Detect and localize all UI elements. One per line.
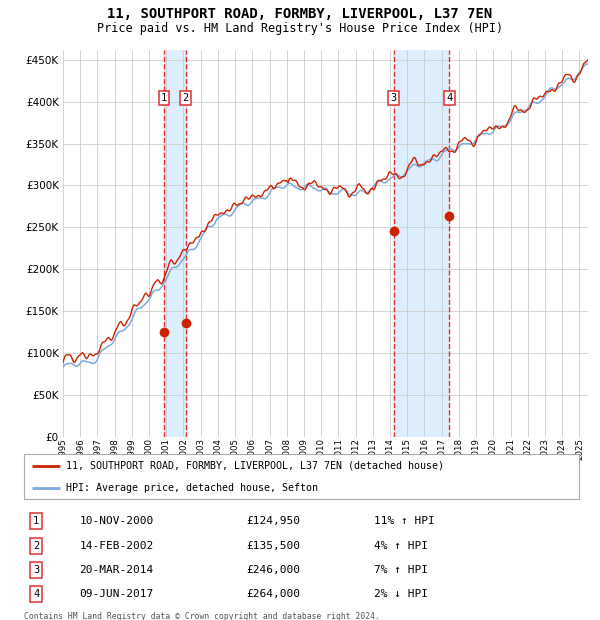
Text: 1: 1: [33, 516, 40, 526]
Text: 20-MAR-2014: 20-MAR-2014: [79, 565, 154, 575]
Bar: [164, 50, 185, 437]
Text: 2: 2: [33, 541, 40, 551]
Text: £135,500: £135,500: [246, 541, 300, 551]
Text: Contains HM Land Registry data © Crown copyright and database right 2024.
This d: Contains HM Land Registry data © Crown c…: [24, 612, 380, 620]
Text: 11, SOUTHPORT ROAD, FORMBY, LIVERPOOL, L37 7EN (detached house): 11, SOUTHPORT ROAD, FORMBY, LIVERPOOL, L…: [65, 461, 443, 471]
Text: 4: 4: [446, 93, 452, 103]
Text: HPI: Average price, detached house, Sefton: HPI: Average price, detached house, Seft…: [65, 483, 317, 493]
Text: 11% ↑ HPI: 11% ↑ HPI: [374, 516, 434, 526]
Text: 09-JUN-2017: 09-JUN-2017: [79, 589, 154, 599]
Text: 10-NOV-2000: 10-NOV-2000: [79, 516, 154, 526]
Text: 1: 1: [161, 93, 167, 103]
Text: 7% ↑ HPI: 7% ↑ HPI: [374, 565, 428, 575]
Text: £264,000: £264,000: [246, 589, 300, 599]
Text: 14-FEB-2002: 14-FEB-2002: [79, 541, 154, 551]
Text: 3: 3: [391, 93, 397, 103]
Text: 3: 3: [33, 565, 40, 575]
Text: £246,000: £246,000: [246, 565, 300, 575]
Text: £124,950: £124,950: [246, 516, 300, 526]
Text: 4: 4: [33, 589, 40, 599]
Text: 2% ↓ HPI: 2% ↓ HPI: [374, 589, 428, 599]
Text: 2: 2: [182, 93, 188, 103]
Text: 11, SOUTHPORT ROAD, FORMBY, LIVERPOOL, L37 7EN: 11, SOUTHPORT ROAD, FORMBY, LIVERPOOL, L…: [107, 7, 493, 22]
Text: Price paid vs. HM Land Registry's House Price Index (HPI): Price paid vs. HM Land Registry's House …: [97, 22, 503, 35]
Text: 4% ↑ HPI: 4% ↑ HPI: [374, 541, 428, 551]
Bar: [394, 50, 449, 437]
